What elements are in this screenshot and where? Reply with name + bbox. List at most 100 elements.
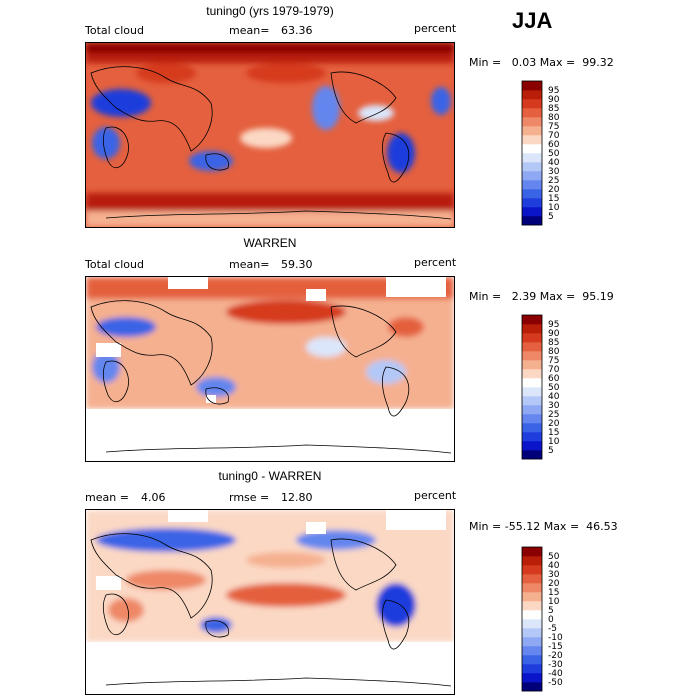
colorbar-swatch — [522, 162, 542, 172]
panel3-max-label: Max = — [543, 520, 580, 533]
colorbar-tick-label: 95 — [548, 320, 559, 330]
colorbar-swatch — [522, 360, 542, 370]
colorbar-tick-label: 50 — [548, 552, 560, 562]
colorbar-tick-label: 95 — [548, 86, 559, 96]
panel1-min-value: 0.03 — [511, 56, 537, 69]
colorbar-frame — [521, 546, 543, 692]
colorbar-swatch — [522, 646, 542, 656]
colorbar-swatch — [522, 153, 542, 163]
colorbar-tick-label: 5 — [548, 212, 554, 222]
colorbar-swatch — [522, 610, 542, 620]
colorbar-swatch — [522, 342, 542, 352]
colorbar-tick-label: 25 — [548, 176, 559, 186]
colorbar-tick-label: 90 — [548, 95, 560, 105]
panel3-min-label: Min = — [469, 520, 502, 533]
colorbar-swatch — [522, 655, 542, 665]
colorbar-tick-label: -15 — [548, 642, 563, 652]
colorbar-swatch — [522, 180, 542, 190]
panel3-colorbar: -50 -40 -30 -20 -15 -10 -5 0 5 10 15 20 30 40 50 — [520, 545, 590, 695]
colorbar-tick-label: 50 — [548, 149, 560, 159]
panel2-min-label: Min = — [469, 290, 502, 303]
panel3-min-value: -55.12 — [504, 520, 541, 533]
colorbar-tick-label: -10 — [548, 633, 563, 643]
colorbar-swatch — [522, 369, 542, 379]
colorbar-tick-label: -40 — [548, 669, 563, 679]
colorbar-swatch — [522, 565, 542, 575]
colorbar-swatch — [522, 574, 542, 584]
colorbar-swatch — [522, 387, 542, 397]
colorbar-swatch — [522, 378, 542, 388]
colorbar-swatch — [522, 547, 542, 557]
colorbar-tick-label: 85 — [548, 338, 559, 348]
panel2-max-value: 95.19 — [582, 290, 614, 303]
colorbar-swatch — [522, 99, 542, 109]
colorbar-tick-label: 10 — [548, 597, 560, 607]
panel2-max-label: Max = — [539, 290, 576, 303]
colorbar-tick-label: 50 — [548, 383, 560, 393]
panel1-units: percent — [414, 22, 457, 35]
colorbar-tick-label: 40 — [548, 561, 560, 571]
colorbar-swatch — [522, 432, 542, 442]
colorbar-swatch — [522, 619, 542, 629]
colorbar-swatch — [522, 396, 542, 406]
colorbar-swatch — [522, 90, 542, 100]
panel1-map — [85, 42, 455, 228]
colorbar-swatch — [522, 198, 542, 208]
colorbar-swatch — [522, 414, 542, 424]
colorbar-tick-label: 25 — [548, 410, 559, 420]
colorbar-tick-label: 70 — [548, 131, 560, 141]
colorbar-swatch — [522, 315, 542, 325]
colorbar-swatch — [522, 207, 542, 217]
colorbar-tick-label: 75 — [548, 122, 559, 132]
colorbar-swatch — [522, 117, 542, 127]
panel3-rmse-value: 12.80 — [281, 491, 313, 504]
panel2-title: WARREN — [243, 236, 297, 250]
panel2-map-svg — [86, 277, 454, 461]
panel3-minmax: Min = -55.12 Max = 46.53 — [469, 520, 618, 533]
colorbar-frame — [521, 314, 543, 460]
colorbar-tick-label: 30 — [548, 401, 560, 411]
panel2-variable: Total cloud — [85, 258, 144, 271]
panel3-map-svg — [86, 510, 454, 694]
colorbar-tick-label: 60 — [548, 140, 560, 150]
colorbar-tick-label: 15 — [548, 428, 559, 438]
panel2-mean-value: 59.30 — [281, 258, 313, 271]
colorbar-tick-label: 20 — [548, 419, 560, 429]
colorbar-swatch — [522, 556, 542, 566]
panel2-min-value: 2.39 — [511, 290, 537, 303]
colorbar-tick-label: 90 — [548, 329, 560, 339]
panel1-mean-value: 63.36 — [281, 24, 313, 37]
colorbar-tick-label: 30 — [548, 167, 560, 177]
panel1-map-svg — [86, 43, 454, 227]
colorbar-tick-label: 10 — [548, 203, 560, 213]
panel1-variable: Total cloud — [85, 24, 144, 37]
colorbar-tick-label: 0 — [548, 615, 554, 625]
colorbar-frame — [521, 80, 543, 226]
panel3-title: tuning0 - WARREN — [218, 469, 322, 483]
colorbar-swatch — [522, 135, 542, 145]
colorbar-tick-label: 10 — [548, 437, 560, 447]
colorbar-tick-label: 80 — [548, 113, 560, 123]
panel3-max-value: 46.53 — [586, 520, 618, 533]
colorbar-swatch — [522, 144, 542, 154]
colorbar-swatch — [522, 216, 542, 226]
colorbar-tick-label: -30 — [548, 660, 563, 670]
colorbar-swatch — [522, 189, 542, 199]
season-label: JJA — [512, 8, 553, 33]
colorbar-tick-label: -20 — [548, 651, 563, 661]
colorbar-tick-label: 30 — [548, 570, 560, 580]
colorbar-swatch — [522, 108, 542, 118]
panel3-rmse-label: rmse = — [229, 491, 270, 504]
colorbar-tick-label: 20 — [548, 185, 560, 195]
colorbar-tick-label: 70 — [548, 365, 560, 375]
colorbar-tick-label: 40 — [548, 392, 560, 402]
panel1-minmax: Min = 0.03 Max = 99.32 — [469, 56, 614, 69]
colorbar-tick-label: -50 — [548, 678, 563, 688]
colorbar-swatch — [522, 81, 542, 91]
panel2-units: percent — [414, 256, 457, 269]
colorbar-swatch — [522, 171, 542, 181]
colorbar-tick-label: 20 — [548, 579, 560, 589]
colorbar-swatch — [522, 673, 542, 683]
